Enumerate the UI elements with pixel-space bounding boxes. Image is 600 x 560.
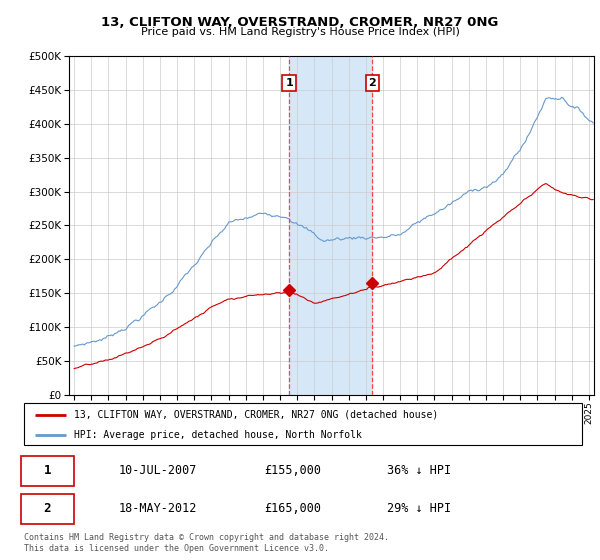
Text: 18-MAY-2012: 18-MAY-2012 [119, 502, 197, 515]
Text: 2: 2 [368, 78, 376, 88]
Text: 10-JUL-2007: 10-JUL-2007 [119, 464, 197, 478]
Text: 29% ↓ HPI: 29% ↓ HPI [387, 502, 451, 515]
Bar [289, 56, 373, 395]
Text: Contains HM Land Registry data © Crown copyright and database right 2024.
This d: Contains HM Land Registry data © Crown c… [24, 533, 389, 553]
Text: HPI: Average price, detached house, North Norfolk: HPI: Average price, detached house, Nort… [74, 430, 362, 440]
Text: 13, CLIFTON WAY, OVERSTRAND, CROMER, NR27 0NG (detached house): 13, CLIFTON WAY, OVERSTRAND, CROMER, NR2… [74, 410, 439, 420]
Text: 1: 1 [285, 78, 293, 88]
FancyBboxPatch shape [24, 403, 582, 445]
Text: 2: 2 [44, 502, 51, 515]
FancyBboxPatch shape [21, 494, 74, 524]
Text: £155,000: £155,000 [264, 464, 321, 478]
Text: Price paid vs. HM Land Registry's House Price Index (HPI): Price paid vs. HM Land Registry's House … [140, 27, 460, 37]
Text: 1: 1 [44, 464, 51, 478]
Text: £165,000: £165,000 [264, 502, 321, 515]
Text: 13, CLIFTON WAY, OVERSTRAND, CROMER, NR27 0NG: 13, CLIFTON WAY, OVERSTRAND, CROMER, NR2… [101, 16, 499, 29]
FancyBboxPatch shape [21, 456, 74, 486]
Text: 36% ↓ HPI: 36% ↓ HPI [387, 464, 451, 478]
